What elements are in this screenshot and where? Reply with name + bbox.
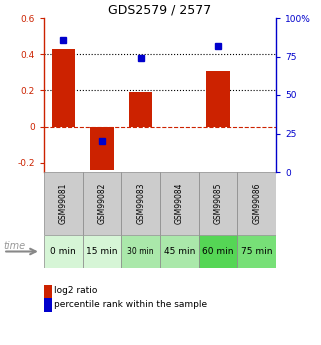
Bar — [44, 235, 83, 268]
Title: GDS2579 / 2577: GDS2579 / 2577 — [108, 4, 212, 17]
Bar — [83, 172, 121, 235]
Bar — [160, 235, 199, 268]
Bar — [237, 172, 276, 235]
Text: 75 min: 75 min — [241, 247, 273, 256]
Bar — [121, 172, 160, 235]
Text: GSM99083: GSM99083 — [136, 183, 145, 224]
Bar — [129, 92, 152, 127]
Bar — [199, 172, 237, 235]
Bar — [206, 70, 230, 127]
Bar — [160, 172, 199, 235]
Bar — [83, 235, 121, 268]
Text: 0 min: 0 min — [50, 247, 76, 256]
Text: GSM99085: GSM99085 — [213, 183, 222, 224]
Bar — [121, 235, 160, 268]
Bar — [44, 172, 83, 235]
Bar — [199, 235, 237, 268]
Text: 30 min: 30 min — [127, 247, 154, 256]
Text: percentile rank within the sample: percentile rank within the sample — [54, 300, 207, 309]
Text: GSM99082: GSM99082 — [98, 183, 107, 224]
Text: GSM99081: GSM99081 — [59, 183, 68, 224]
Text: 45 min: 45 min — [164, 247, 195, 256]
Bar — [52, 49, 75, 127]
Text: 15 min: 15 min — [86, 247, 118, 256]
Text: time: time — [3, 241, 25, 251]
Bar — [237, 235, 276, 268]
Text: 60 min: 60 min — [202, 247, 234, 256]
Bar — [91, 127, 114, 170]
Text: GSM99084: GSM99084 — [175, 183, 184, 224]
Text: GSM99086: GSM99086 — [252, 183, 261, 224]
Text: log2 ratio: log2 ratio — [54, 286, 97, 295]
